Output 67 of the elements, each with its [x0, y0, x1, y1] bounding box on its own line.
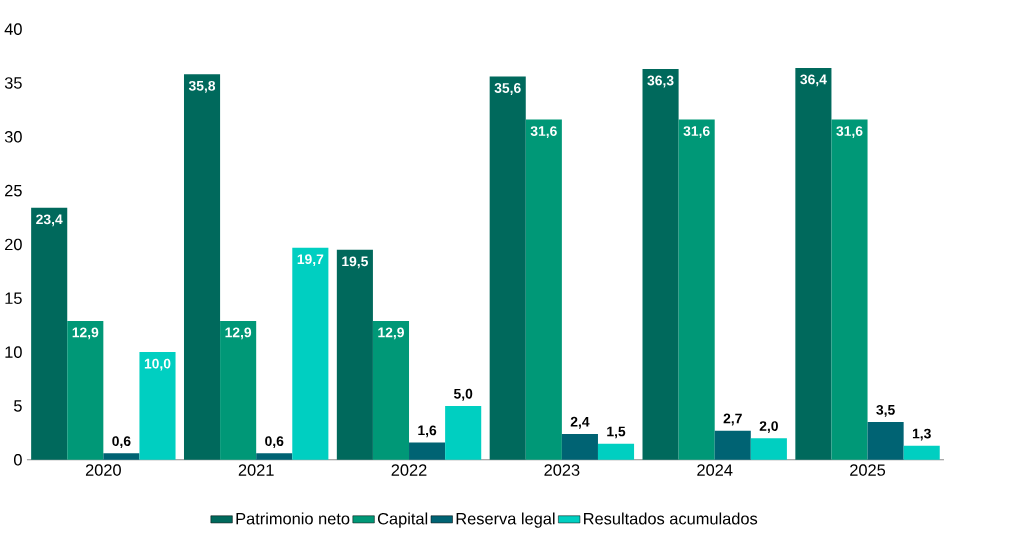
- data-label: 0,6: [112, 436, 131, 449]
- data-label: 12,9: [225, 327, 252, 340]
- data-label: 1,6: [418, 425, 437, 438]
- y-tick-label: 20: [5, 238, 22, 251]
- bar: [67, 320, 104, 460]
- data-label: 31,6: [683, 126, 710, 138]
- x-tick-label: 2021: [238, 464, 274, 476]
- bar: [103, 453, 140, 460]
- bar: [714, 430, 751, 460]
- bar: [220, 320, 257, 460]
- data-label: 3,5: [876, 404, 895, 417]
- bar: [183, 74, 221, 460]
- data-label: 23,4: [36, 214, 63, 227]
- data-label: 2,4: [570, 416, 590, 429]
- data-label: 35,8: [188, 80, 216, 93]
- bar: [795, 67, 832, 460]
- bar: [597, 443, 635, 460]
- data-label: 31,6: [530, 126, 557, 138]
- data-label: 12,9: [72, 327, 99, 340]
- y-tick-label: 0: [13, 453, 22, 466]
- data-label: 36,4: [800, 74, 827, 87]
- bar: [678, 119, 715, 460]
- bar: [292, 247, 329, 460]
- bar: [372, 320, 410, 460]
- bar: [256, 453, 293, 460]
- data-label: 12,9: [378, 327, 404, 340]
- y-tick-label: 40: [4, 23, 22, 35]
- bar: [139, 352, 176, 460]
- data-label: 1,3: [912, 428, 931, 441]
- data-label: 0,6: [265, 436, 284, 449]
- legend-label: Patrimonio neto: [236, 512, 350, 525]
- y-tick-label: 30: [4, 130, 22, 143]
- data-label: 2,0: [759, 421, 778, 433]
- x-tick-label: 2024: [697, 464, 733, 476]
- legend-label: Capital: [377, 512, 428, 528]
- data-label: 19,7: [297, 254, 324, 267]
- x-tick-label: 2022: [391, 464, 427, 476]
- y-tick-label: 35: [4, 77, 22, 89]
- data-label: 36,3: [647, 75, 674, 88]
- bar: [489, 76, 526, 460]
- y-tick-label: 15: [5, 292, 22, 305]
- data-label: 10,0: [144, 358, 171, 371]
- y-tick-label: 25: [5, 184, 22, 197]
- legend-label: Resultados acumulados: [584, 512, 758, 525]
- data-label: 5,0: [453, 388, 473, 401]
- x-tick-label: 2025: [850, 464, 886, 476]
- bar: [867, 422, 904, 460]
- bar: [31, 207, 68, 460]
- x-tick-label: 2023: [544, 464, 580, 476]
- data-label: 1,5: [607, 426, 626, 439]
- data-label: 31,6: [836, 126, 863, 138]
- bar: [525, 119, 562, 460]
- bar: [409, 442, 446, 460]
- bar: [561, 433, 598, 460]
- bar: [336, 249, 373, 460]
- bar: [750, 438, 787, 460]
- bar: [831, 119, 868, 460]
- bar: [642, 68, 679, 460]
- data-label: 19,5: [342, 256, 368, 269]
- bar: [903, 445, 940, 460]
- legend-label: Reserva legal: [456, 512, 555, 528]
- bar: [445, 405, 482, 460]
- y-tick-label: 5: [13, 400, 22, 412]
- data-label: 35,6: [494, 83, 521, 95]
- data-label: 2,7: [723, 413, 742, 426]
- x-tick-label: 2020: [85, 464, 121, 476]
- y-tick-label: 10: [5, 346, 22, 358]
